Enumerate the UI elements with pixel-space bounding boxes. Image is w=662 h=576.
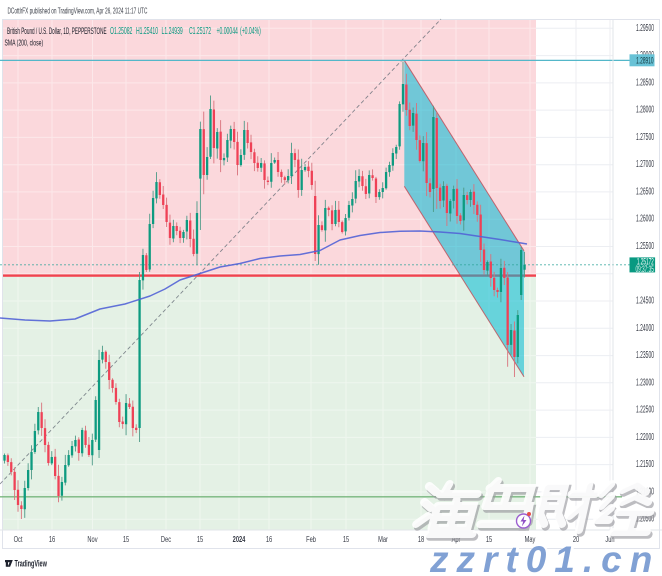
svg-text:15: 15 [197, 535, 203, 544]
svg-text:L1.24939: L1.24939 [162, 25, 184, 36]
svg-text:1.28910: 1.28910 [636, 55, 653, 66]
svg-text:zzrt01.cn: zzrt01.cn [430, 540, 661, 576]
svg-text:zzrt01.cn: zzrt01.cn [429, 539, 660, 576]
svg-text:Feb: Feb [306, 535, 316, 544]
svg-text:C1.25172: C1.25172 [189, 25, 211, 36]
svg-text:Dec: Dec [161, 535, 171, 544]
svg-text:1.26000: 1.26000 [636, 213, 654, 224]
svg-text:1.22500: 1.22500 [636, 404, 654, 415]
svg-text:16: 16 [266, 535, 272, 544]
svg-text:1.23000: 1.23000 [636, 376, 654, 387]
svg-text:1.21500: 1.21500 [636, 458, 654, 469]
svg-text:09:37:35: 09:37:35 [636, 263, 654, 274]
svg-text:1.25172: 1.25172 [637, 256, 654, 267]
svg-text:TradingView: TradingView [15, 558, 47, 569]
svg-text:1.28000: 1.28000 [636, 104, 654, 115]
svg-text:1.24000: 1.24000 [636, 322, 654, 333]
svg-text:Nov: Nov [87, 535, 97, 544]
svg-text:DCottlrFX published on Trading: DCottlrFX published on TradingView.com, … [8, 7, 148, 16]
svg-text:15: 15 [123, 535, 129, 544]
svg-text:18: 18 [418, 535, 424, 544]
svg-text:16: 16 [49, 535, 55, 544]
svg-text:+0.00044: +0.00044 [217, 25, 239, 36]
svg-text:O1.25082: O1.25082 [110, 25, 133, 36]
svg-text:H1.25410: H1.25410 [136, 25, 158, 36]
svg-text:(+0.04%): (+0.04%) [240, 25, 261, 36]
svg-text:1.27500: 1.27500 [636, 131, 654, 142]
svg-text:1.22000: 1.22000 [636, 431, 654, 442]
svg-text:May: May [525, 535, 536, 544]
svg-text:2024: 2024 [233, 535, 246, 544]
svg-text:1.29500: 1.29500 [636, 22, 654, 33]
svg-text:20: 20 [573, 535, 579, 544]
svg-text:1.27000: 1.27000 [636, 158, 654, 169]
svg-text:Jun: Jun [605, 535, 614, 544]
svg-text:15: 15 [343, 535, 349, 544]
svg-text:1.26500: 1.26500 [636, 186, 654, 197]
svg-text:SMA (200, close): SMA (200, close) [5, 39, 44, 47]
svg-text:Oct: Oct [14, 535, 23, 544]
svg-text:15: 15 [486, 535, 492, 544]
svg-text:1.24500: 1.24500 [636, 295, 654, 306]
svg-text:1.28500: 1.28500 [636, 77, 654, 88]
svg-text:1.23500: 1.23500 [636, 349, 654, 360]
svg-text:British Pound / U.S. Dollar, 1: British Pound / U.S. Dollar, 1D, PEPPERS… [7, 25, 107, 36]
svg-text:1.25500: 1.25500 [636, 240, 654, 251]
svg-text:Mar: Mar [378, 535, 388, 544]
